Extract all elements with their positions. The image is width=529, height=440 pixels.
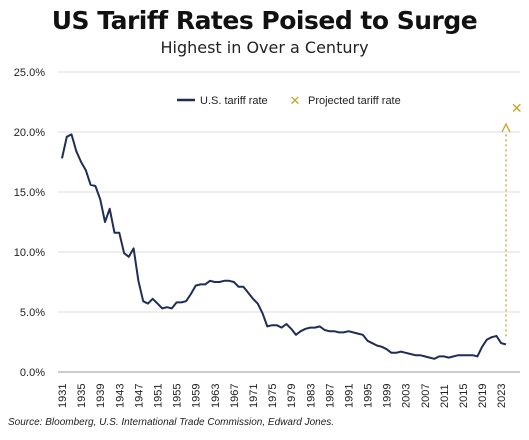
x-tick-label: 1959 xyxy=(191,384,203,408)
x-tick-label: 2015 xyxy=(458,384,470,408)
x-tick-label: 1979 xyxy=(286,384,298,408)
x-tick-label: 1991 xyxy=(343,384,355,408)
x-tick-label: 1967 xyxy=(229,384,241,408)
x-tick-label: 1983 xyxy=(305,384,317,408)
gridlines xyxy=(58,71,520,373)
y-tick-label: 25.0% xyxy=(14,67,45,79)
x-tick-label: 2023 xyxy=(496,384,508,408)
y-tick-label: 5.0% xyxy=(20,307,45,319)
legend-label-projected-rate: Projected tariff rate xyxy=(308,95,401,107)
x-tick-label: 2019 xyxy=(477,384,489,408)
y-tick-label: 20.0% xyxy=(14,127,45,139)
y-tick-label: 15.0% xyxy=(14,187,45,199)
series-lines: ✕ xyxy=(61,101,523,360)
y-tick-label: 10.0% xyxy=(14,247,45,259)
x-tick-label: 1971 xyxy=(248,384,260,408)
x-tick-label: 1995 xyxy=(363,384,375,408)
legend-label-tariff-rate: U.S. tariff rate xyxy=(200,95,268,107)
series-line-us-tariff-rate xyxy=(61,133,507,360)
x-tick-label: 1987 xyxy=(324,384,336,408)
x-axis-ticks: 1931 1935 1939 1943 1947 1951 1955 1959 1963 1967… xyxy=(57,384,508,408)
chart-subtitle: Highest in Over a Century xyxy=(160,38,369,57)
x-tick-label: 1975 xyxy=(267,384,279,408)
chart-title: US Tariff Rates Poised to Surge xyxy=(51,6,478,35)
x-tick-label: 1951 xyxy=(152,384,164,408)
x-tick-label: 2007 xyxy=(420,384,432,408)
x-tick-label: 1963 xyxy=(210,384,222,408)
legend: U.S. tariff rate ✕ Projected tariff rate xyxy=(177,94,401,109)
x-tick-label: 1935 xyxy=(76,384,88,408)
source-note: Source: Bloomberg, U.S. International Tr… xyxy=(8,417,335,428)
x-tick-label: 2011 xyxy=(439,384,451,408)
legend-x-marker-icon: ✕ xyxy=(290,94,301,109)
x-tick-label: 1939 xyxy=(95,384,107,408)
x-tick-label: 1947 xyxy=(133,384,145,408)
x-tick-label: 1931 xyxy=(57,384,69,408)
x-tick-label: 1999 xyxy=(382,384,394,408)
y-axis-ticks: 0.0% 5.0% 10.0% 15.0% 20.0% 25.0% xyxy=(14,67,45,379)
projection-arrowhead xyxy=(501,122,511,133)
x-tick-label: 2003 xyxy=(401,384,413,408)
y-tick-label: 0.0% xyxy=(20,367,45,379)
x-tick-label: 1955 xyxy=(172,384,184,408)
projected-rate-marker: ✕ xyxy=(511,101,523,117)
x-tick-label: 1943 xyxy=(114,384,126,408)
